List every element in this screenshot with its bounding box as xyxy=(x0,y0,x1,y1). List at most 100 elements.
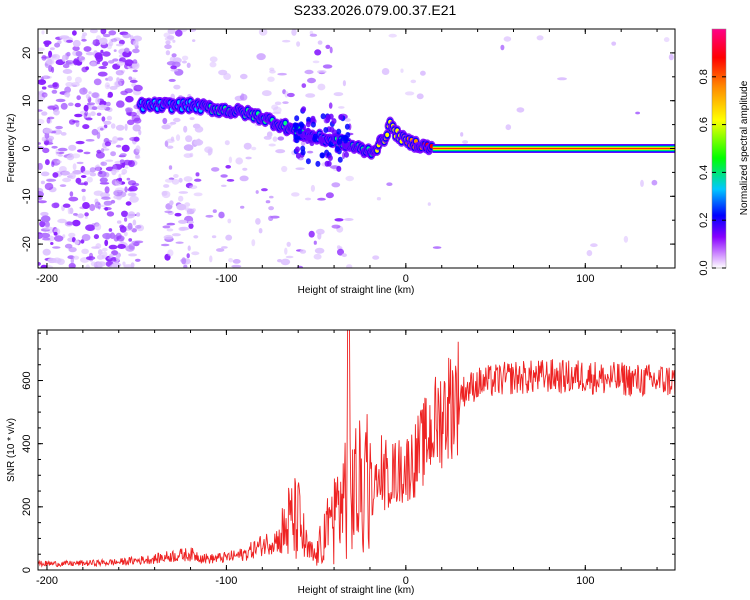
spectral-noise-blob xyxy=(72,46,80,51)
spectral-noise-blob xyxy=(60,102,68,110)
spectral-noise-blob xyxy=(124,231,128,237)
spectral-noise-blob xyxy=(179,226,190,231)
spectral-noise-blob xyxy=(500,44,505,51)
spectral-noise-blob xyxy=(82,170,92,175)
spectral-noise-blob xyxy=(167,249,174,257)
spectral-noise-blob xyxy=(51,202,60,209)
spectral-noise-blob xyxy=(189,117,195,121)
spectral-noise-blob xyxy=(41,136,47,142)
spectral-noise-blob xyxy=(122,33,131,39)
spectral-noise-blob xyxy=(120,90,128,96)
spectral-noise-blob xyxy=(176,203,187,211)
spectral-noise-blob xyxy=(119,153,127,157)
spectral-noise-blob xyxy=(100,104,105,108)
spectral-noise-blob xyxy=(330,165,339,169)
spectral-noise-blob xyxy=(110,151,116,157)
spectral-noise-blob xyxy=(103,33,111,38)
spectral-noise-blob xyxy=(427,202,431,206)
colorbar-tick-label: 0.2 xyxy=(698,213,710,228)
spectral-noise-blob xyxy=(173,174,179,178)
spectral-noise-blob xyxy=(45,159,50,166)
spectral-noise-blob xyxy=(138,129,142,136)
spectrogram-ytick-label: 10 xyxy=(21,95,33,107)
spectral-noise-blob xyxy=(181,60,187,64)
spectral-noise-blob xyxy=(38,162,43,171)
spectral-noise-blob xyxy=(168,78,176,82)
spectral-noise-blob xyxy=(74,102,81,108)
spectral-noise-blob xyxy=(212,209,217,214)
spectral-noise-blob xyxy=(95,151,105,159)
spectral-noise-blob xyxy=(77,213,84,219)
ridge-spread xyxy=(326,160,332,167)
spectral-noise-blob xyxy=(64,92,71,98)
spectral-noise-blob xyxy=(135,225,142,229)
spectral-noise-blob xyxy=(78,56,86,63)
spectral-noise-blob xyxy=(93,78,102,86)
spectral-noise-blob xyxy=(52,172,59,178)
spectral-noise-blob xyxy=(258,228,263,234)
spectral-noise-blob xyxy=(668,53,674,61)
spectral-noise-blob xyxy=(90,111,96,117)
spectral-noise-blob xyxy=(68,196,79,202)
spectral-noise-blob xyxy=(256,53,266,61)
spectral-noise-blob xyxy=(162,117,168,125)
spectral-noise-blob xyxy=(113,80,122,88)
spectral-noise-blob xyxy=(51,158,61,166)
spectral-noise-blob xyxy=(83,46,92,52)
spectral-noise-blob xyxy=(104,82,111,90)
spectral-noise-blob xyxy=(334,218,344,222)
spectral-noise-blob xyxy=(91,92,99,98)
spectral-noise-blob xyxy=(68,247,77,253)
spectral-noise-blob xyxy=(164,44,172,50)
spectral-noise-blob xyxy=(325,192,334,199)
colorbar: 0.0 0.2 0.4 0.6 0.8 Normalized spectral ampl… xyxy=(698,28,750,276)
spectral-noise-blob xyxy=(218,69,228,76)
spectral-noise-blob xyxy=(307,77,316,84)
spectral-noise-blob xyxy=(251,146,257,151)
spectral-noise-blob xyxy=(54,235,64,242)
spectral-noise-blob xyxy=(69,191,74,197)
spectral-noise-blob xyxy=(86,102,96,106)
spectral-noise-blob xyxy=(116,100,125,108)
spectral-noise-blob xyxy=(192,123,201,129)
spectral-noise-blob xyxy=(53,129,62,135)
ridge-spread xyxy=(297,128,303,135)
spectral-noise-blob xyxy=(121,172,126,176)
spectral-noise-blob xyxy=(338,106,345,109)
spectral-noise-blob xyxy=(89,29,98,34)
spectral-noise-blob xyxy=(38,200,47,204)
spectral-noise-blob xyxy=(178,219,188,224)
spectral-noise-blob xyxy=(410,79,417,84)
snr-ticks: -200 -100 0 100 0 200 400 600 xyxy=(21,330,675,587)
spectral-noise-blob xyxy=(51,145,58,149)
spectral-noise-blob xyxy=(41,111,48,116)
spectral-noise-blob xyxy=(72,39,81,48)
ridge-spread xyxy=(300,149,306,156)
spectral-noise-blob xyxy=(73,213,78,216)
colorbar-tick-label: 0.8 xyxy=(698,69,710,84)
spectral-noise-blob xyxy=(38,233,43,239)
ridge-spread xyxy=(310,115,316,122)
spectrogram-ytick-label: 20 xyxy=(21,47,33,59)
spectral-noise-blob xyxy=(265,200,271,204)
spectral-noise-blob xyxy=(100,161,108,167)
spectral-noise-blob xyxy=(193,235,199,239)
spectral-noise-blob xyxy=(221,246,228,249)
spectral-noise-blob xyxy=(38,262,41,266)
spectral-noise-blob xyxy=(166,228,174,232)
spectral-noise-blob xyxy=(68,232,76,238)
spectral-noise-blob xyxy=(317,83,326,91)
spectral-noise-blob xyxy=(38,91,42,95)
spectral-noise-blob xyxy=(266,131,273,138)
spectral-noise-blob xyxy=(43,40,52,45)
spectral-noise-blob xyxy=(228,258,234,263)
spectral-noise-blob xyxy=(85,117,93,121)
spectral-noise-blob xyxy=(255,190,259,194)
ridge-spread xyxy=(336,128,342,135)
spectral-noise-blob xyxy=(181,257,187,265)
spectral-noise-blob xyxy=(49,47,55,51)
spectral-noise-blob xyxy=(166,145,174,149)
spectral-noise-blob xyxy=(275,149,286,154)
spectral-noise-blob xyxy=(317,40,323,45)
